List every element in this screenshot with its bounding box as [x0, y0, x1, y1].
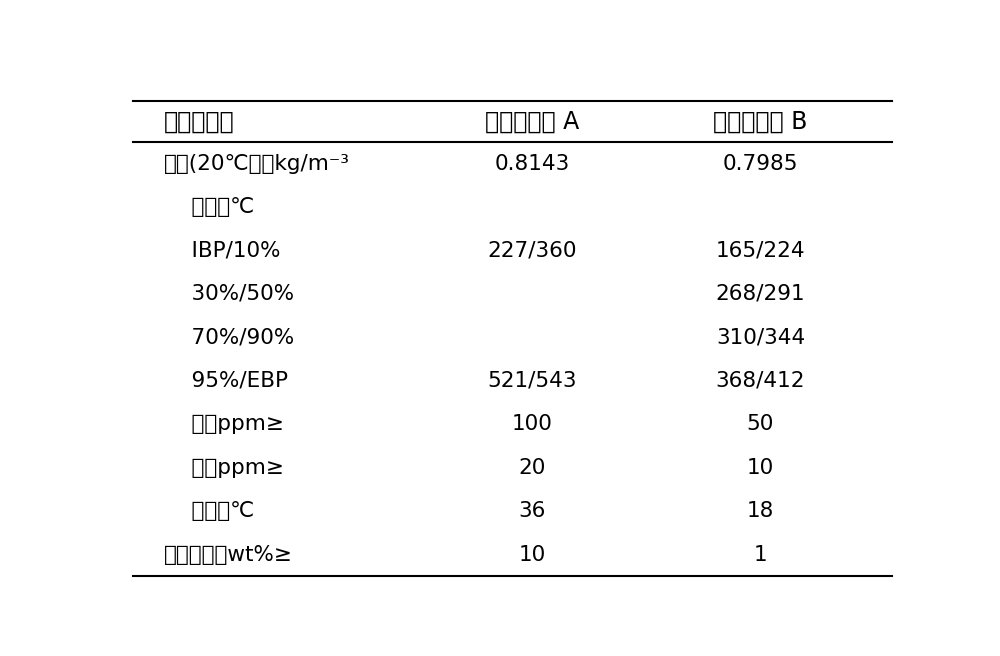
Text: 10: 10: [747, 458, 774, 478]
Text: 521/543: 521/543: [487, 371, 577, 391]
Text: 50: 50: [747, 414, 774, 434]
Text: IBP/10%: IBP/10%: [164, 241, 280, 260]
Text: 20: 20: [518, 458, 546, 478]
Text: 18: 18: [747, 501, 774, 521]
Text: 368/412: 368/412: [716, 371, 805, 391]
Text: 10: 10: [518, 544, 546, 565]
Text: 30%/50%: 30%/50%: [164, 284, 294, 304]
Text: 268/291: 268/291: [716, 284, 805, 304]
Text: 费托合成油 B: 费托合成油 B: [713, 110, 808, 134]
Text: 310/344: 310/344: [716, 327, 805, 347]
Text: 馏程，℃: 馏程，℃: [164, 197, 254, 217]
Text: 费托合成油 A: 费托合成油 A: [485, 110, 579, 134]
Text: 密度(20℃），kg/m⁻³: 密度(20℃），kg/m⁻³: [164, 154, 350, 174]
Text: 原料油名称: 原料油名称: [164, 110, 234, 134]
Text: 0.8143: 0.8143: [494, 154, 570, 174]
Text: 70%/90%: 70%/90%: [164, 327, 294, 347]
Text: 芳烃含量，wt%≥: 芳烃含量，wt%≥: [164, 544, 293, 565]
Text: 氮，ppm≥: 氮，ppm≥: [164, 458, 284, 478]
Text: 1: 1: [754, 544, 767, 565]
Text: 硫，ppm≥: 硫，ppm≥: [164, 414, 284, 434]
Text: 100: 100: [511, 414, 552, 434]
Text: 165/224: 165/224: [716, 241, 805, 260]
Text: 95%/EBP: 95%/EBP: [164, 371, 288, 391]
Text: 227/360: 227/360: [487, 241, 577, 260]
Text: 凝点，℃: 凝点，℃: [164, 501, 254, 521]
Text: 36: 36: [518, 501, 546, 521]
Text: 0.7985: 0.7985: [723, 154, 798, 174]
